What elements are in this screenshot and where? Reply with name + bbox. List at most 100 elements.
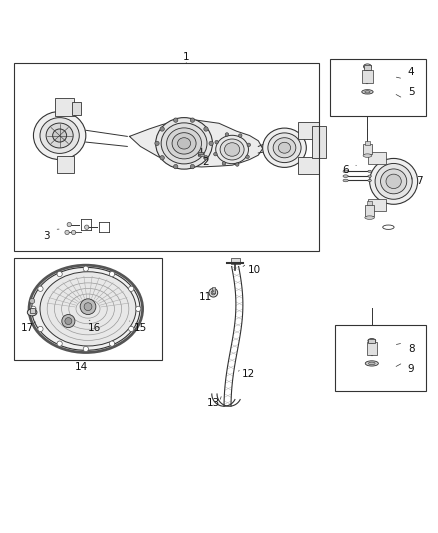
Circle shape: [209, 141, 213, 146]
Text: 3: 3: [43, 231, 50, 241]
Ellipse shape: [364, 64, 371, 69]
Circle shape: [160, 156, 164, 160]
Ellipse shape: [161, 123, 207, 164]
Ellipse shape: [368, 362, 375, 365]
Circle shape: [31, 306, 36, 311]
Bar: [367, 343, 377, 354]
Bar: [14, 258, 162, 360]
Circle shape: [215, 140, 219, 144]
Ellipse shape: [32, 268, 140, 350]
Ellipse shape: [220, 139, 244, 160]
Bar: [297, 157, 318, 174]
Ellipse shape: [279, 142, 290, 153]
Ellipse shape: [362, 90, 373, 94]
Circle shape: [222, 161, 226, 165]
Ellipse shape: [172, 133, 196, 154]
Circle shape: [57, 271, 62, 277]
Circle shape: [84, 303, 92, 311]
Ellipse shape: [216, 135, 248, 164]
Text: 2: 2: [203, 157, 209, 167]
Circle shape: [236, 163, 239, 166]
Bar: [368, 199, 386, 211]
Circle shape: [67, 222, 71, 227]
Circle shape: [129, 286, 134, 292]
Circle shape: [129, 326, 134, 332]
Bar: [198, 152, 203, 155]
Ellipse shape: [33, 111, 86, 159]
Bar: [365, 141, 370, 145]
Circle shape: [38, 326, 43, 332]
Ellipse shape: [365, 91, 370, 93]
Circle shape: [173, 118, 178, 122]
Circle shape: [83, 346, 88, 352]
Circle shape: [173, 165, 178, 169]
Bar: [55, 99, 74, 116]
Bar: [198, 154, 204, 157]
Ellipse shape: [53, 129, 67, 142]
Bar: [330, 59, 426, 116]
Ellipse shape: [155, 118, 212, 169]
Ellipse shape: [343, 179, 348, 182]
Ellipse shape: [46, 123, 73, 148]
Bar: [368, 339, 375, 343]
Bar: [368, 152, 386, 164]
Circle shape: [247, 143, 251, 147]
Bar: [312, 126, 326, 158]
Ellipse shape: [368, 170, 371, 172]
Text: 10: 10: [248, 265, 261, 275]
Circle shape: [83, 266, 88, 271]
Text: 5: 5: [408, 87, 414, 97]
Ellipse shape: [29, 265, 143, 352]
Text: 9: 9: [408, 364, 414, 374]
Circle shape: [29, 298, 35, 304]
Ellipse shape: [363, 154, 372, 157]
Circle shape: [65, 318, 72, 325]
Text: 11: 11: [199, 292, 212, 302]
Circle shape: [38, 286, 43, 292]
Ellipse shape: [381, 169, 407, 194]
Circle shape: [204, 127, 208, 131]
Text: 17: 17: [21, 324, 35, 334]
Text: 7: 7: [417, 176, 423, 187]
Circle shape: [239, 134, 242, 138]
Circle shape: [214, 152, 217, 156]
Bar: [57, 156, 74, 173]
Circle shape: [110, 341, 115, 346]
Bar: [367, 201, 372, 205]
Ellipse shape: [365, 361, 378, 366]
Circle shape: [190, 165, 194, 169]
Bar: [231, 258, 240, 264]
Ellipse shape: [268, 133, 301, 163]
Bar: [72, 102, 81, 115]
Bar: [335, 326, 426, 391]
Bar: [365, 205, 374, 216]
Bar: [362, 70, 373, 83]
Bar: [364, 65, 371, 70]
Ellipse shape: [368, 338, 376, 343]
Bar: [29, 308, 35, 313]
Circle shape: [190, 118, 194, 122]
Circle shape: [110, 271, 115, 277]
Ellipse shape: [40, 272, 136, 346]
Text: 13: 13: [207, 398, 220, 408]
Ellipse shape: [365, 216, 374, 220]
Circle shape: [246, 155, 249, 159]
Circle shape: [160, 127, 164, 131]
Circle shape: [204, 156, 208, 160]
Ellipse shape: [177, 138, 191, 149]
Ellipse shape: [273, 138, 296, 158]
Text: 6: 6: [343, 165, 349, 175]
Circle shape: [155, 141, 159, 146]
Circle shape: [136, 306, 141, 311]
Polygon shape: [130, 120, 263, 167]
Ellipse shape: [27, 309, 37, 316]
Text: 16: 16: [88, 324, 101, 334]
Ellipse shape: [224, 143, 240, 156]
Ellipse shape: [368, 175, 371, 177]
Ellipse shape: [209, 288, 218, 297]
Ellipse shape: [263, 128, 306, 167]
Circle shape: [80, 299, 96, 314]
Circle shape: [57, 341, 62, 346]
Bar: [363, 144, 372, 154]
Ellipse shape: [343, 170, 348, 173]
